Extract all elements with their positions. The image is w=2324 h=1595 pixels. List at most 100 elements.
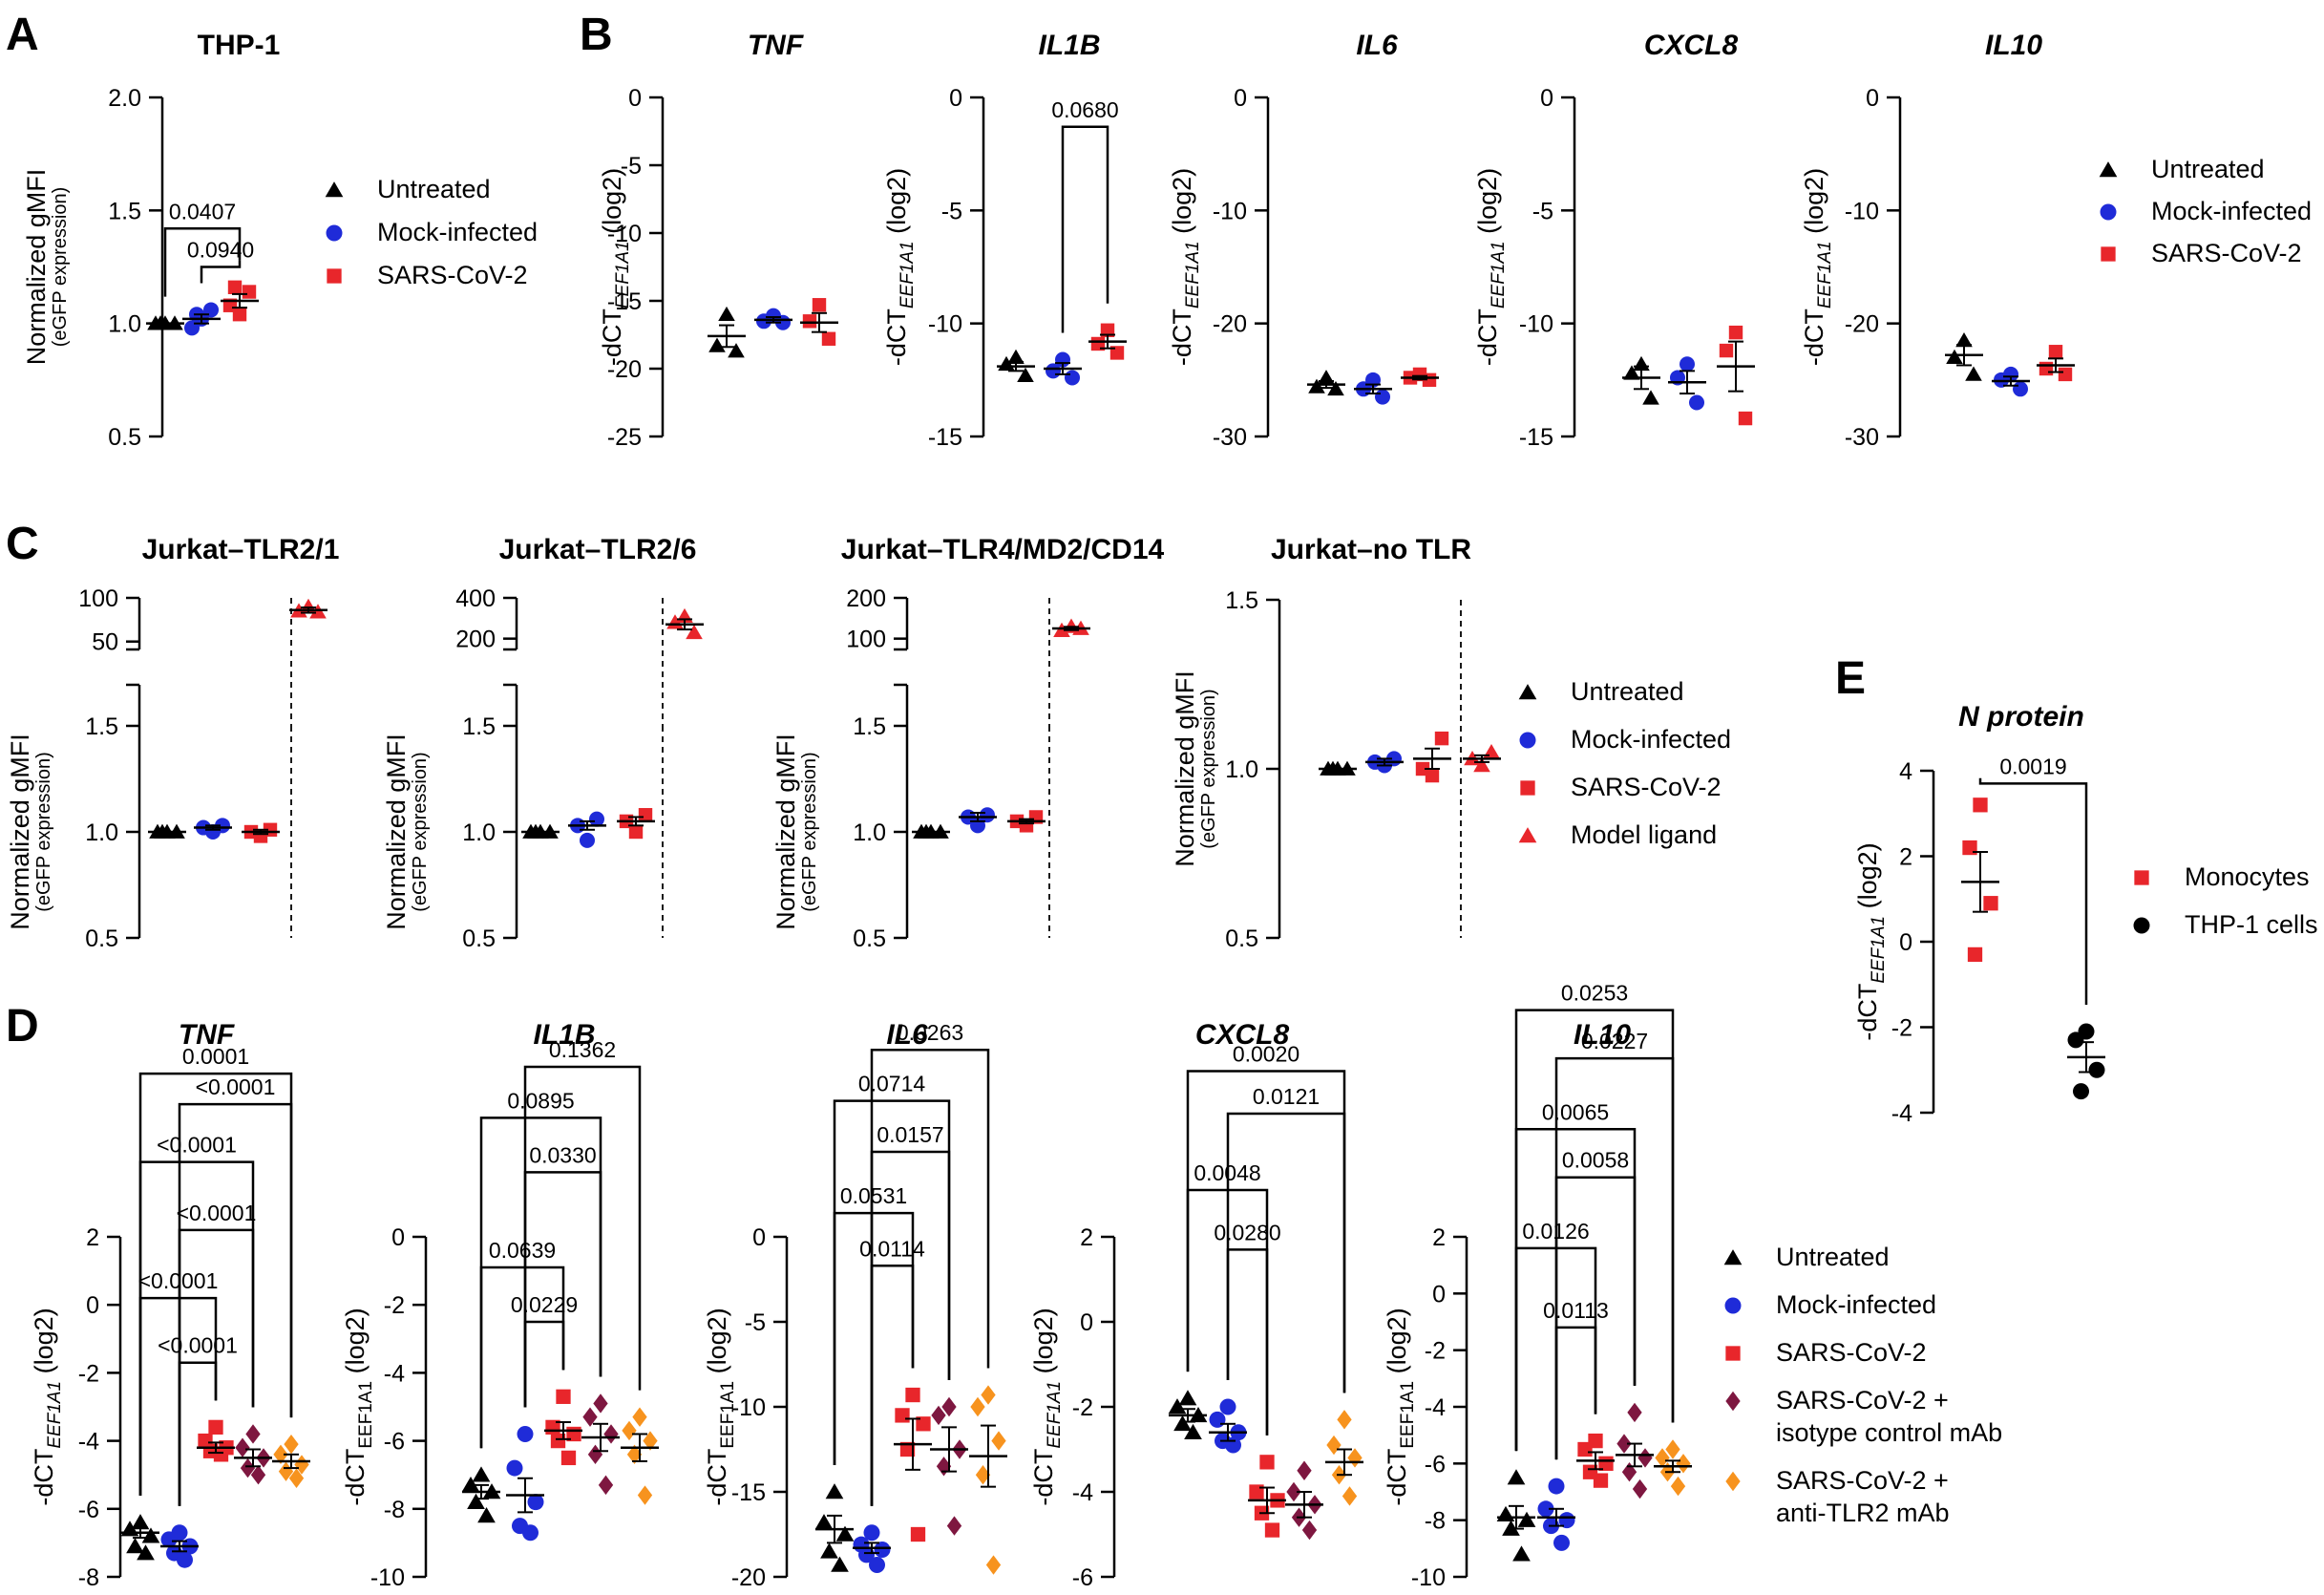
y-tick-label: -10 — [1519, 311, 1553, 338]
legend-item: Untreated — [325, 175, 491, 203]
legend-item: SARS-CoV-2 + anti-TLR2 mAb — [1725, 1466, 1950, 1527]
y-tick-label: -2 — [384, 1292, 405, 1319]
y-tick-label: -4 — [1425, 1394, 1446, 1421]
comparison-bracket: 0.0227 — [1554, 1029, 1675, 1460]
data-point — [980, 807, 995, 823]
data-point — [1209, 1411, 1226, 1428]
y-axis-label: -dCTEEF1A1 (log2) — [1853, 842, 1889, 1040]
comparison-bracket: 0.0330 — [523, 1142, 602, 1408]
data-point — [1627, 1402, 1642, 1423]
data-point — [235, 1437, 250, 1457]
data-point — [1017, 367, 1034, 382]
bracket-line — [178, 1361, 218, 1506]
data-point — [1337, 1410, 1352, 1430]
data-point — [910, 1526, 926, 1542]
y-label-main: -dCT — [1473, 308, 1502, 366]
panel-C1: C Jurkat–TLR2/1 0.5 1.0 1.5 50 100 Normalized g… — [6, 519, 339, 952]
legend-label: Untreated — [1571, 677, 1684, 706]
data-point — [1548, 1478, 1565, 1495]
y-axis-label: -dCTEEF1A1 (log2) — [1029, 1308, 1065, 1505]
y-axis-sublabel: (eGFP expression) — [799, 752, 820, 911]
y-tick-label: -8 — [1425, 1508, 1446, 1535]
legend-label: Untreated — [377, 175, 491, 203]
bracket-line — [479, 1265, 565, 1449]
panel-title: IL6 — [1356, 30, 1398, 61]
y-tick-label: 0.5 — [853, 925, 886, 952]
data-point — [1507, 1469, 1526, 1485]
data-point — [560, 1450, 577, 1466]
data-point — [141, 1527, 160, 1543]
data-point — [527, 1494, 544, 1511]
y-label-main: -dCT — [1029, 1449, 1058, 1506]
data-point — [477, 1507, 496, 1523]
p-value-label: 0.0263 — [897, 1020, 963, 1045]
panel-title: IL1B — [1038, 30, 1100, 61]
panel-title: IL10 — [1574, 1019, 1631, 1051]
y-label-main: -dCT — [703, 1449, 731, 1506]
y-tick-label: 100 — [78, 585, 118, 612]
legend-label: SARS-CoV-2 — [1571, 773, 1722, 801]
legend-A: Untreated Mock-infected SARS-CoV-2 — [325, 175, 538, 289]
data-point — [2013, 381, 2028, 397]
y-label-subscript: EEF1A1 — [718, 1381, 738, 1449]
y-axis-sublabel: (eGFP expression) — [1198, 689, 1219, 848]
y-tick-label: 1.5 — [853, 713, 886, 740]
data-point — [1264, 1522, 1280, 1538]
legend-item: SARS-CoV-2 — [1520, 773, 1722, 801]
y-tick-label: -20 — [1213, 311, 1247, 338]
data-point — [177, 1551, 193, 1568]
p-value-label: 0.0940 — [187, 238, 254, 263]
legend-marker — [2134, 870, 2149, 885]
y-tick-label: 100 — [846, 627, 886, 653]
panel-letter: A — [6, 10, 39, 60]
y-label-subscript: EEF1A1 — [1398, 1381, 1418, 1449]
y-tick-label: -2 — [1425, 1338, 1446, 1365]
y-tick-label: -25 — [607, 424, 642, 451]
legend-label-line2: isotype control mAb — [1776, 1418, 2002, 1447]
bracket-line — [870, 1265, 915, 1506]
legend-label: SARS-CoV-2 — [2151, 239, 2302, 267]
comparison-bracket: 0.0113 — [1543, 1298, 1609, 1460]
y-tick-label: 1.5 — [85, 713, 118, 740]
legend-label: Model ligand — [1571, 820, 1717, 849]
legend-marker — [327, 268, 342, 284]
y-label-unit: (log2) — [1473, 168, 1502, 242]
comparison-bracket: <0.0001 — [138, 1268, 218, 1497]
data-point — [1259, 1455, 1275, 1470]
y-label-main: -dCT — [1800, 308, 1828, 366]
bracket-line — [1226, 1112, 1346, 1393]
bracket-line — [1061, 125, 1109, 333]
panel-D3: IL6 0 -5 -10 -15 -20 -dCTEEF1A1 (log2) 0.0263 0.… — [703, 1019, 1007, 1591]
data-point — [131, 1514, 150, 1530]
y-tick-label: 4 — [1899, 758, 1912, 785]
data-point — [593, 1393, 608, 1414]
y-tick-label: 0 — [391, 1224, 405, 1251]
data-point — [240, 1457, 256, 1478]
legend-D: Untreated Mock-infected SARS-CoV-2 SARS-CoV… — [1723, 1243, 2002, 1527]
data-point — [899, 1441, 916, 1457]
data-point — [1719, 343, 1734, 358]
legend-marker — [2133, 917, 2150, 934]
comparison-bracket: 0.0680 — [1051, 97, 1119, 333]
data-point — [1946, 349, 1963, 365]
y-tick-label: -10 — [1213, 198, 1247, 224]
p-value-label: 0.0227 — [1581, 1029, 1648, 1053]
comparison-bracket: 0.0407 — [163, 199, 242, 297]
y-label-subscript: EEF1A1 — [613, 241, 633, 308]
y-tick-label: 2 — [86, 1224, 99, 1251]
data-point — [227, 280, 243, 294]
data-point — [728, 343, 745, 358]
data-point — [1577, 1441, 1593, 1457]
data-point — [1623, 365, 1640, 380]
data-point — [686, 624, 703, 640]
legend-item: THP-1 cells — [2133, 910, 2318, 939]
y-tick-label: -10 — [731, 1394, 766, 1421]
legend-item: Mock-infected — [1519, 725, 1731, 754]
y-label-unit: (log2) — [1168, 168, 1196, 242]
comparison-bracket: <0.0001 — [158, 1333, 238, 1506]
data-point — [1168, 1398, 1187, 1414]
y-axis-label: -dCTEEF1A1 (log2) — [598, 168, 633, 366]
panel-C2: Jurkat–TLR2/6 0.5 1.0 1.5 200 400 Normalized g… — [382, 534, 704, 952]
legend-label: SARS-CoV-2 — [377, 261, 528, 289]
y-tick-label: -10 — [370, 1564, 405, 1591]
